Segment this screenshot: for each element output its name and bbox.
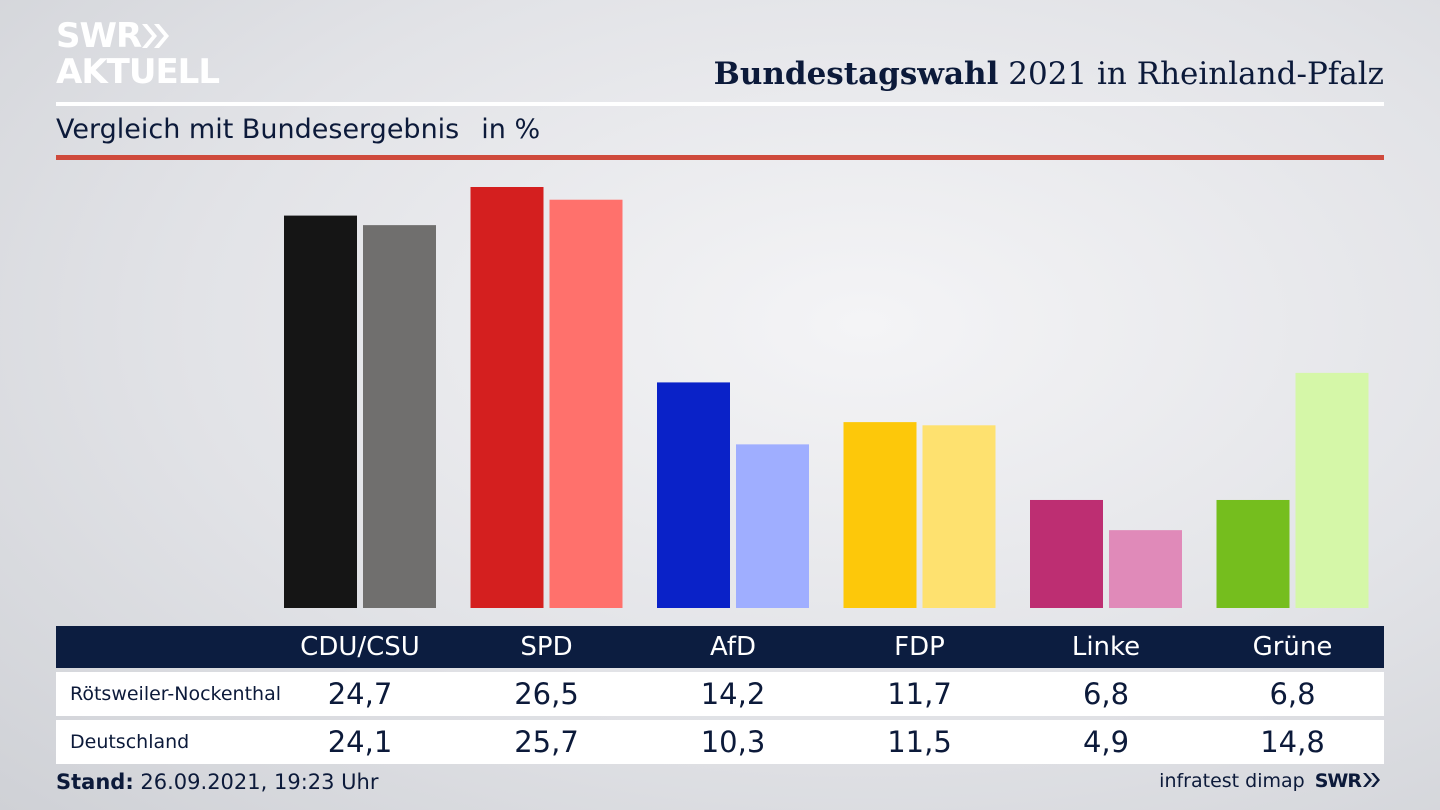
table-header: CDU/CSU SPD AfD FDP Linke Grüne: [56, 626, 1384, 668]
swr-aktuell-logo: SWR AKTUELL: [56, 18, 226, 90]
timestamp: Stand: 26.09.2021, 19:23 Uhr: [56, 770, 379, 794]
bar-local-fdp: [843, 422, 917, 608]
source-credit: infratest dimap SWR: [1159, 770, 1384, 792]
value-national-fdp: 11,5: [887, 725, 952, 759]
bar-local-cdu-csu: [284, 215, 357, 608]
footer-chevrons-icon: [1363, 773, 1380, 787]
table-row-local: Rötsweiler-Nockenthal 24,7 26,5 14,2 11,7 6,…: [56, 672, 1384, 716]
bar-local-afd: [657, 382, 730, 608]
bar-local-spd: [470, 187, 544, 608]
bar-national-linke: [1109, 530, 1182, 608]
value-local-spd: 26,5: [514, 677, 579, 711]
logo-chevrons-icon: [142, 24, 169, 48]
value-national-linke: 4,9: [1082, 725, 1130, 759]
bar-local-gr-ne: [1216, 499, 1290, 608]
column-header-cdu-csu: CDU/CSU: [300, 632, 420, 662]
title-bold: Bundestagswahl: [713, 56, 999, 92]
header-divider: [56, 102, 1384, 106]
value-national-cdu-csu: 24,1: [327, 725, 393, 759]
value-local-afd: 14,2: [700, 677, 766, 711]
page-title: Bundestagswahl 2021 in Rheinland-Pfalz: [714, 56, 1384, 92]
source-label: infratest dimap: [1159, 770, 1305, 792]
bar-local-linke: [1030, 499, 1103, 608]
bar-national-gr-ne: [1295, 372, 1369, 608]
value-national-spd: 25,7: [514, 725, 579, 759]
stand-value: 26.09.2021, 19:23 Uhr: [133, 770, 379, 794]
column-header-gr-ne: Grüne: [1252, 632, 1333, 662]
results-table: CDU/CSU SPD AfD FDP Linke Grüne Rötsweiler-No…: [56, 626, 1384, 764]
value-local-cdu-csu: 24,7: [327, 677, 393, 711]
swr-footer-logo: SWR: [1314, 770, 1362, 792]
bar-national-afd: [736, 444, 809, 608]
bar-national-cdu-csu: [363, 225, 436, 608]
column-header-linke: Linke: [1071, 632, 1141, 662]
row-label-local: Rötsweiler-Nockenthal: [70, 683, 282, 705]
bar-national-spd: [549, 199, 623, 609]
value-local-fdp: 11,7: [887, 677, 952, 711]
chart-subtitle: Vergleich mit Bundesergebnis in %: [56, 114, 540, 145]
stand-label: Stand:: [56, 770, 134, 794]
value-national-afd: 10,3: [700, 725, 766, 759]
logo-swr-text: SWR: [56, 16, 142, 56]
bar-chart: [284, 187, 1369, 609]
subtitle-text: Vergleich mit Bundesergebnis: [56, 114, 460, 145]
table-row-national: Deutschland 24,1 25,7 10,3 11,5 4,9 14,8: [56, 720, 1384, 764]
value-national-gr-ne: 14,8: [1260, 725, 1325, 759]
row-label-national: Deutschland: [70, 731, 190, 753]
accent-divider: [56, 155, 1384, 160]
unit-label: in %: [481, 114, 541, 145]
title-rest: 2021 in Rheinland-Pfalz: [998, 56, 1384, 92]
bar-national-fdp: [922, 425, 996, 608]
logo-aktuell-text: AKTUELL: [56, 52, 220, 92]
column-header-fdp: FDP: [894, 632, 945, 662]
column-header-spd: SPD: [520, 632, 573, 662]
column-header-afd: AfD: [709, 632, 757, 662]
value-local-linke: 6,8: [1082, 677, 1130, 711]
value-local-gr-ne: 6,8: [1269, 677, 1316, 711]
